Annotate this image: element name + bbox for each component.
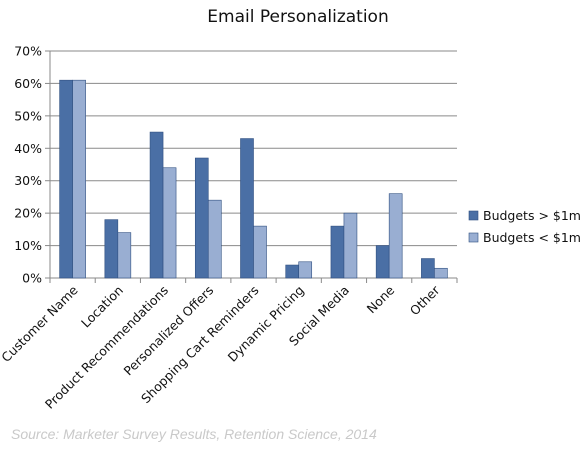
y-tick-labels: 0% 10% 20% 30% 40% 50% 60% 70%: [14, 44, 42, 286]
bar-under-1m: [207, 199, 222, 279]
bar-over-1m: [240, 138, 254, 279]
y-tick-label: 70%: [14, 44, 42, 59]
y-tick-label: 10%: [14, 238, 42, 253]
bar-under-1m: [117, 232, 132, 279]
y-tick-label: 30%: [14, 173, 42, 188]
x-tick-label: Dynamic Pricing: [225, 283, 307, 365]
chart-title: Email Personalization: [207, 7, 388, 27]
bar-under-1m: [298, 261, 313, 279]
y-tick-label: 50%: [14, 108, 42, 123]
y-tick-label: 20%: [14, 206, 42, 221]
bars: [59, 79, 448, 279]
legend: Budgets > $1m Budgets < $1m: [468, 208, 581, 245]
legend-label: Budgets < $1m: [483, 230, 581, 245]
bar-over-1m: [149, 131, 164, 279]
bar-under-1m: [434, 267, 448, 279]
y-tick-label: 40%: [14, 141, 42, 156]
x-tick-label: None: [364, 282, 398, 316]
legend-swatch: [468, 210, 479, 221]
x-tick-label: Customer Name: [0, 282, 81, 365]
bar-over-1m: [421, 258, 435, 279]
bar-over-1m: [104, 219, 119, 279]
source-note: Source: Marketer Survey Results, Retenti…: [11, 426, 377, 442]
legend-swatch: [468, 232, 479, 243]
bar-under-1m: [343, 212, 358, 279]
y-tick-label: 60%: [14, 76, 42, 91]
y-tick-label: 0%: [22, 271, 42, 286]
bar-over-1m: [59, 79, 73, 279]
bar-over-1m: [330, 225, 345, 279]
bar-over-1m: [375, 245, 390, 279]
bar-under-1m: [72, 79, 86, 279]
x-tick-label: Other: [407, 282, 443, 318]
bar-under-1m: [388, 193, 403, 279]
legend-label: Budgets > $1m: [483, 208, 581, 223]
bar-over-1m: [285, 264, 300, 279]
bar-under-1m: [162, 167, 177, 279]
bar-over-1m: [194, 157, 209, 279]
bar-under-1m: [253, 225, 267, 279]
